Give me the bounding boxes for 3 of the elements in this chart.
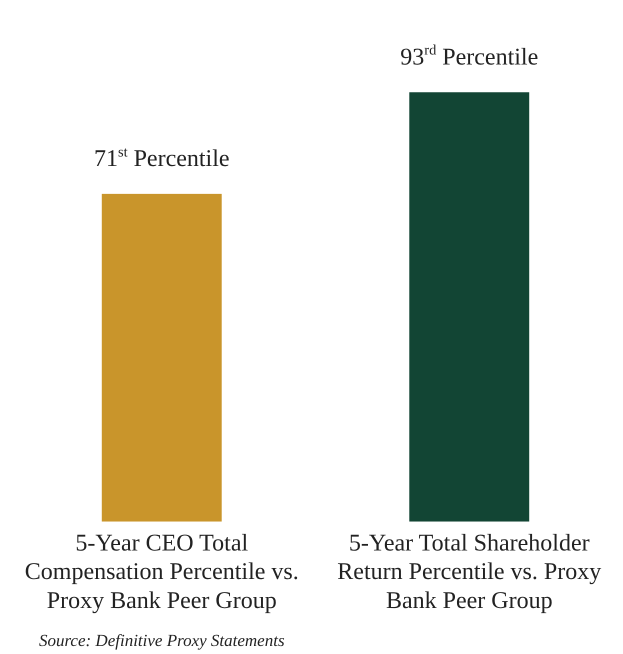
x-tick-label: 5-Year Total Shareholder Return Percentile vs. Proxy Bank Peer Group <box>337 530 602 614</box>
x-tick-label: 5-Year CEO Total Compensation Percentile vs. Proxy Bank Peer Group <box>24 530 299 614</box>
source-note: Source: Definitive Proxy Statements <box>38 631 285 650</box>
